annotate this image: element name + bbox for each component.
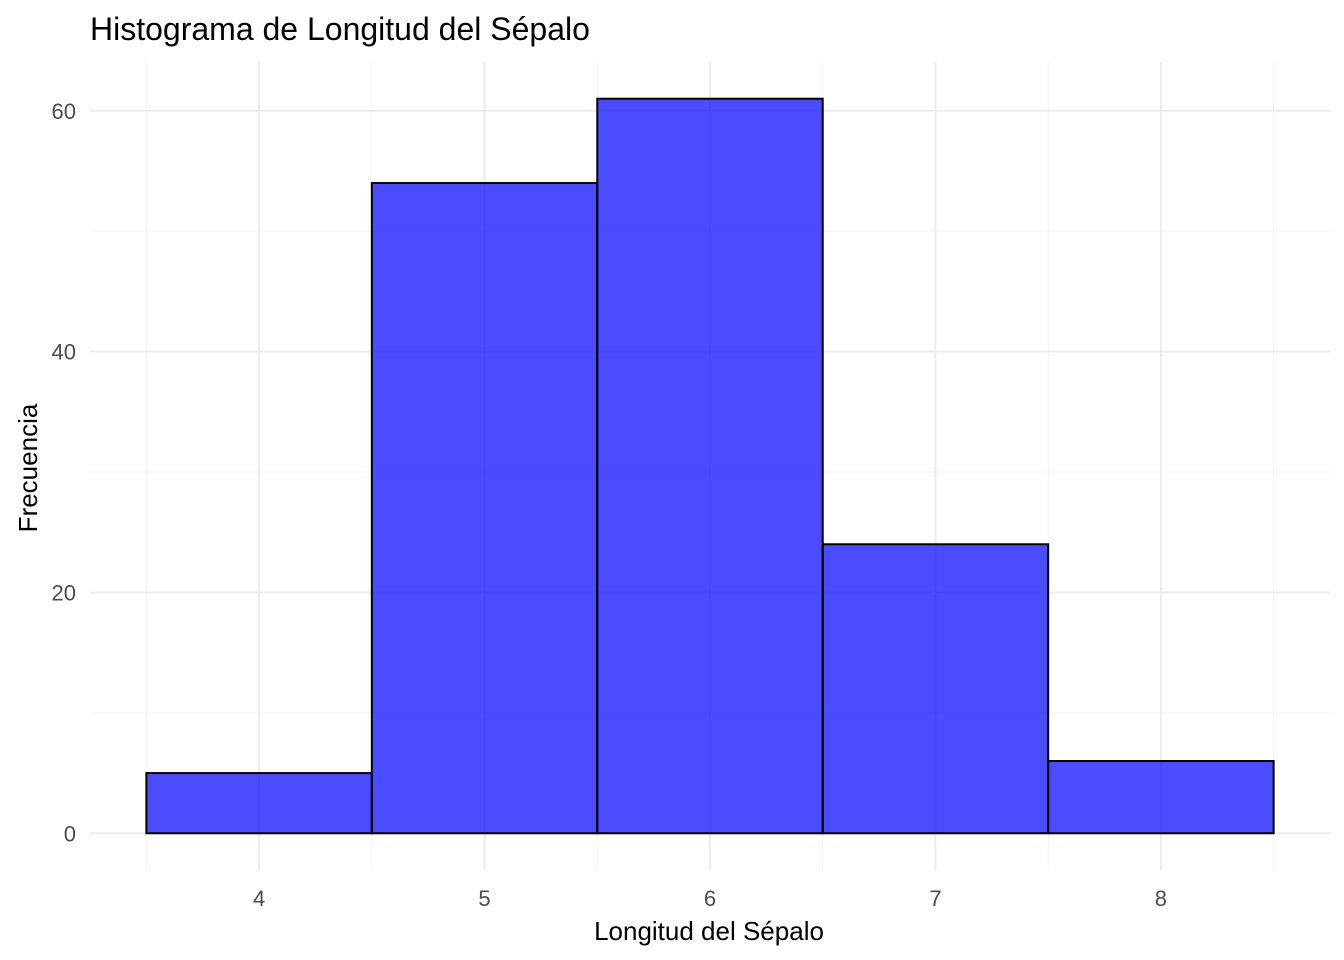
x-tick-label: 7 bbox=[929, 886, 941, 911]
histogram-bar-2 bbox=[370, 182, 599, 835]
histogram-bar-1 bbox=[145, 772, 373, 835]
y-axis-ticks: 0 20 40 60 bbox=[52, 99, 76, 847]
x-tick-label: 6 bbox=[704, 886, 716, 911]
bars bbox=[145, 97, 1275, 835]
histogram-bar-3 bbox=[596, 97, 824, 835]
chart-title: Histograma de Longitud del Sépalo bbox=[90, 11, 590, 47]
y-tick-label: 0 bbox=[64, 821, 76, 846]
y-tick-label: 20 bbox=[52, 580, 76, 605]
y-axis-label: Frecuencia bbox=[13, 403, 43, 532]
y-tick-label: 60 bbox=[52, 99, 76, 124]
histogram-bar-4 bbox=[821, 543, 1050, 835]
x-tick-label: 5 bbox=[478, 886, 490, 911]
x-tick-label: 4 bbox=[253, 886, 265, 911]
x-tick-label: 8 bbox=[1155, 886, 1167, 911]
x-axis-label: Longitud del Sépalo bbox=[594, 916, 824, 946]
y-tick-label: 40 bbox=[52, 340, 76, 365]
histogram-bar-5 bbox=[1047, 760, 1275, 835]
x-axis-ticks: 4 5 6 7 8 bbox=[253, 886, 1167, 911]
